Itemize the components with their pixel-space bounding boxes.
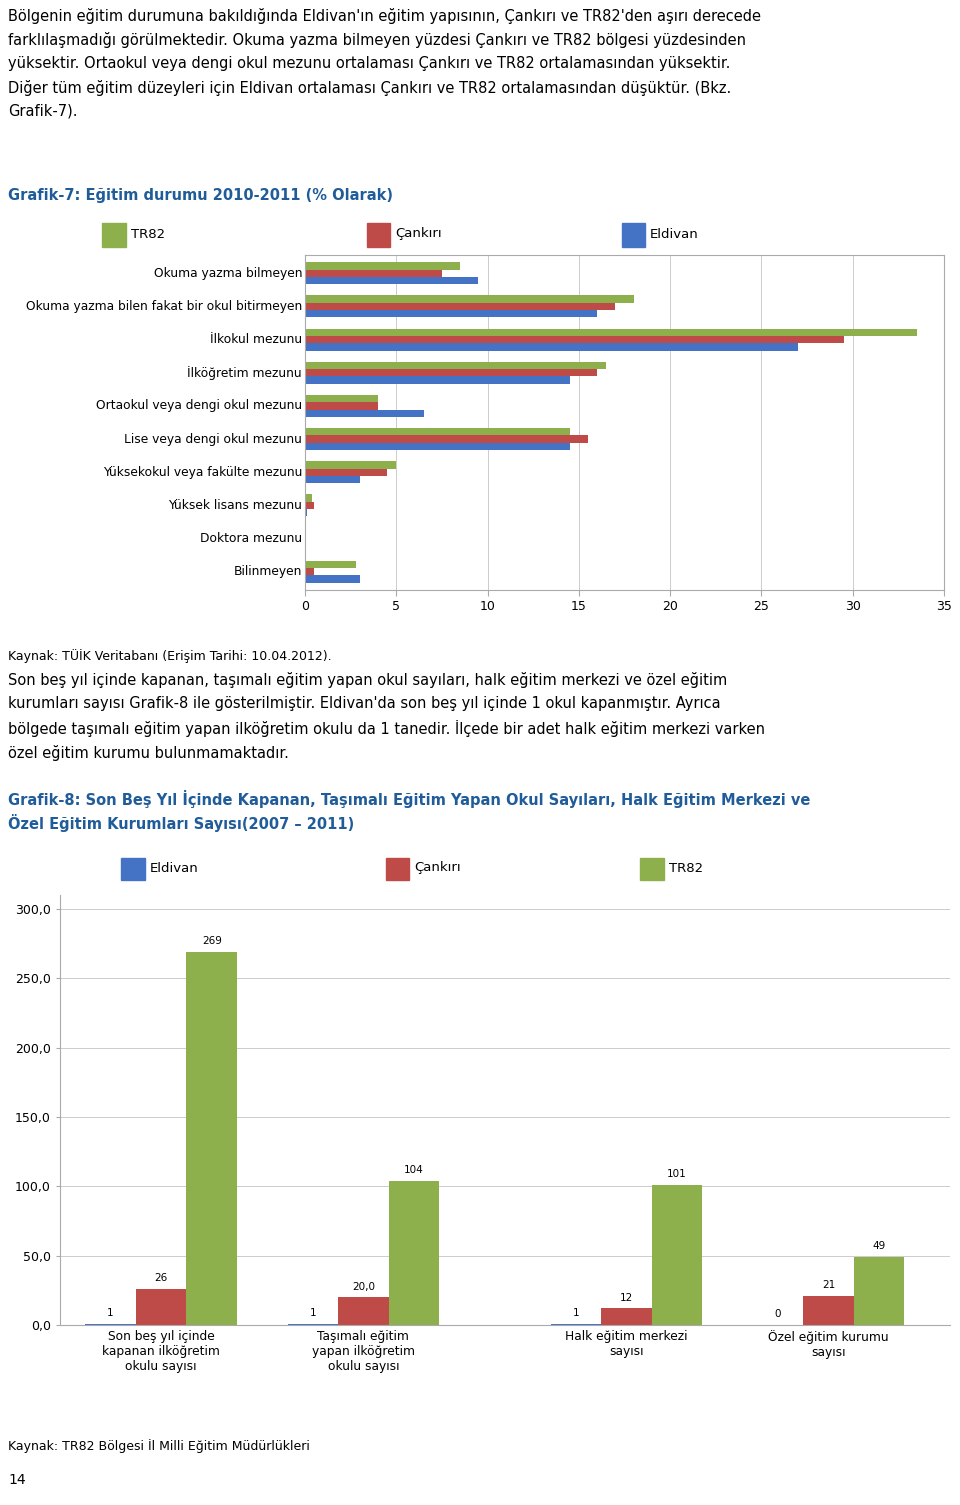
Text: 49: 49 bbox=[873, 1242, 886, 1252]
Bar bbox=[305, 328, 917, 336]
Text: 12: 12 bbox=[620, 1293, 633, 1303]
Text: TR82: TR82 bbox=[669, 861, 703, 874]
Text: 1: 1 bbox=[108, 1308, 114, 1318]
Text: 104: 104 bbox=[404, 1165, 424, 1175]
Text: Çankırı: Çankırı bbox=[414, 861, 461, 874]
Text: 1: 1 bbox=[309, 1308, 316, 1318]
Text: Grafik-7: Eğitim durumu 2010-2011 (% Olarak): Grafik-7: Eğitim durumu 2010-2011 (% Ola… bbox=[8, 188, 393, 203]
Bar bbox=[305, 336, 844, 343]
Bar bbox=[305, 468, 387, 476]
Bar bbox=[601, 1308, 652, 1324]
Text: TR82: TR82 bbox=[131, 227, 165, 241]
Bar bbox=[640, 858, 664, 880]
Text: Grafik-8: Son Beş Yıl İçinde Kapanan, Taşımalı Eğitim Yapan Okul Sayıları, Halk : Grafik-8: Son Beş Yıl İçinde Kapanan, Ta… bbox=[8, 790, 810, 832]
Text: 20,0: 20,0 bbox=[352, 1282, 375, 1291]
Text: Ortaokul veya dengi okul mezunu: Ortaokul veya dengi okul mezunu bbox=[96, 399, 302, 412]
Bar bbox=[305, 277, 478, 284]
Bar bbox=[305, 376, 569, 384]
Bar bbox=[305, 495, 312, 501]
Text: İlköğretim mezunu: İlköğretim mezunu bbox=[187, 366, 302, 379]
Text: Çankırı: Çankırı bbox=[396, 227, 442, 241]
Bar bbox=[305, 567, 314, 575]
Bar bbox=[621, 224, 645, 247]
Text: Bilinmeyen: Bilinmeyen bbox=[233, 566, 302, 578]
Bar bbox=[305, 369, 597, 376]
Text: 101: 101 bbox=[667, 1169, 686, 1180]
Bar bbox=[305, 435, 588, 442]
Bar bbox=[305, 476, 360, 483]
Bar bbox=[305, 361, 607, 369]
Text: Yüksek lisans mezunu: Yüksek lisans mezunu bbox=[168, 500, 302, 512]
Bar bbox=[305, 509, 307, 516]
Bar bbox=[338, 1297, 389, 1324]
Bar bbox=[305, 409, 423, 417]
Bar bbox=[305, 427, 569, 435]
Bar bbox=[367, 224, 391, 247]
Text: 1: 1 bbox=[572, 1308, 579, 1318]
Bar bbox=[305, 394, 378, 402]
Bar bbox=[136, 1288, 186, 1324]
Bar bbox=[305, 575, 360, 582]
Bar bbox=[305, 295, 634, 303]
Text: Yüksekokul veya fakülte mezunu: Yüksekokul veya fakülte mezunu bbox=[103, 465, 302, 479]
Text: Okuma yazma bilmeyen: Okuma yazma bilmeyen bbox=[154, 266, 302, 280]
Text: Kaynak: TR82 Bölgesi İl Milli Eğitim Müdürlükleri: Kaynak: TR82 Bölgesi İl Milli Eğitim Müd… bbox=[8, 1439, 310, 1452]
Bar bbox=[103, 224, 126, 247]
Text: Eldivan: Eldivan bbox=[650, 227, 699, 241]
Text: 21: 21 bbox=[822, 1281, 835, 1290]
Bar bbox=[186, 951, 237, 1324]
Text: Bölgenin eğitim durumuna bakıldığında Eldivan'ın eğitim yapısının, Çankırı ve TR: Bölgenin eğitim durumuna bakıldığında El… bbox=[8, 8, 761, 119]
Bar bbox=[305, 303, 615, 310]
Bar bbox=[305, 442, 569, 450]
Bar bbox=[305, 561, 356, 567]
Bar bbox=[305, 262, 460, 269]
Bar bbox=[854, 1257, 904, 1324]
Text: 0: 0 bbox=[775, 1309, 781, 1320]
Bar bbox=[386, 858, 409, 880]
Text: Lise veya dengi okul mezunu: Lise veya dengi okul mezunu bbox=[124, 432, 302, 445]
Text: Eldivan: Eldivan bbox=[150, 861, 199, 874]
Bar bbox=[305, 310, 597, 318]
Text: Kaynak: TÜİK Veritabanı (Erişim Tarihi: 10.04.2012).: Kaynak: TÜİK Veritabanı (Erişim Tarihi: … bbox=[8, 649, 331, 664]
Text: Okuma yazma bilen fakat bir okul bitirmeyen: Okuma yazma bilen fakat bir okul bitirme… bbox=[26, 299, 302, 313]
Bar bbox=[652, 1184, 702, 1324]
Bar bbox=[305, 269, 442, 277]
Text: 14: 14 bbox=[8, 1473, 26, 1487]
Bar bbox=[305, 501, 314, 509]
Bar bbox=[305, 402, 378, 409]
Bar bbox=[389, 1181, 440, 1324]
Bar bbox=[804, 1296, 854, 1324]
Text: Son beş yıl içinde kapanan, taşımalı eğitim yapan okul sayıları, halk eğitim mer: Son beş yıl içinde kapanan, taşımalı eği… bbox=[8, 673, 765, 762]
Text: İlkokul mezunu: İlkokul mezunu bbox=[210, 333, 302, 346]
Text: 26: 26 bbox=[155, 1273, 168, 1284]
Bar bbox=[305, 343, 798, 351]
Bar bbox=[305, 462, 396, 468]
Text: Doktora mezunu: Doktora mezunu bbox=[200, 533, 302, 545]
Text: 269: 269 bbox=[202, 936, 222, 947]
Bar bbox=[121, 858, 145, 880]
